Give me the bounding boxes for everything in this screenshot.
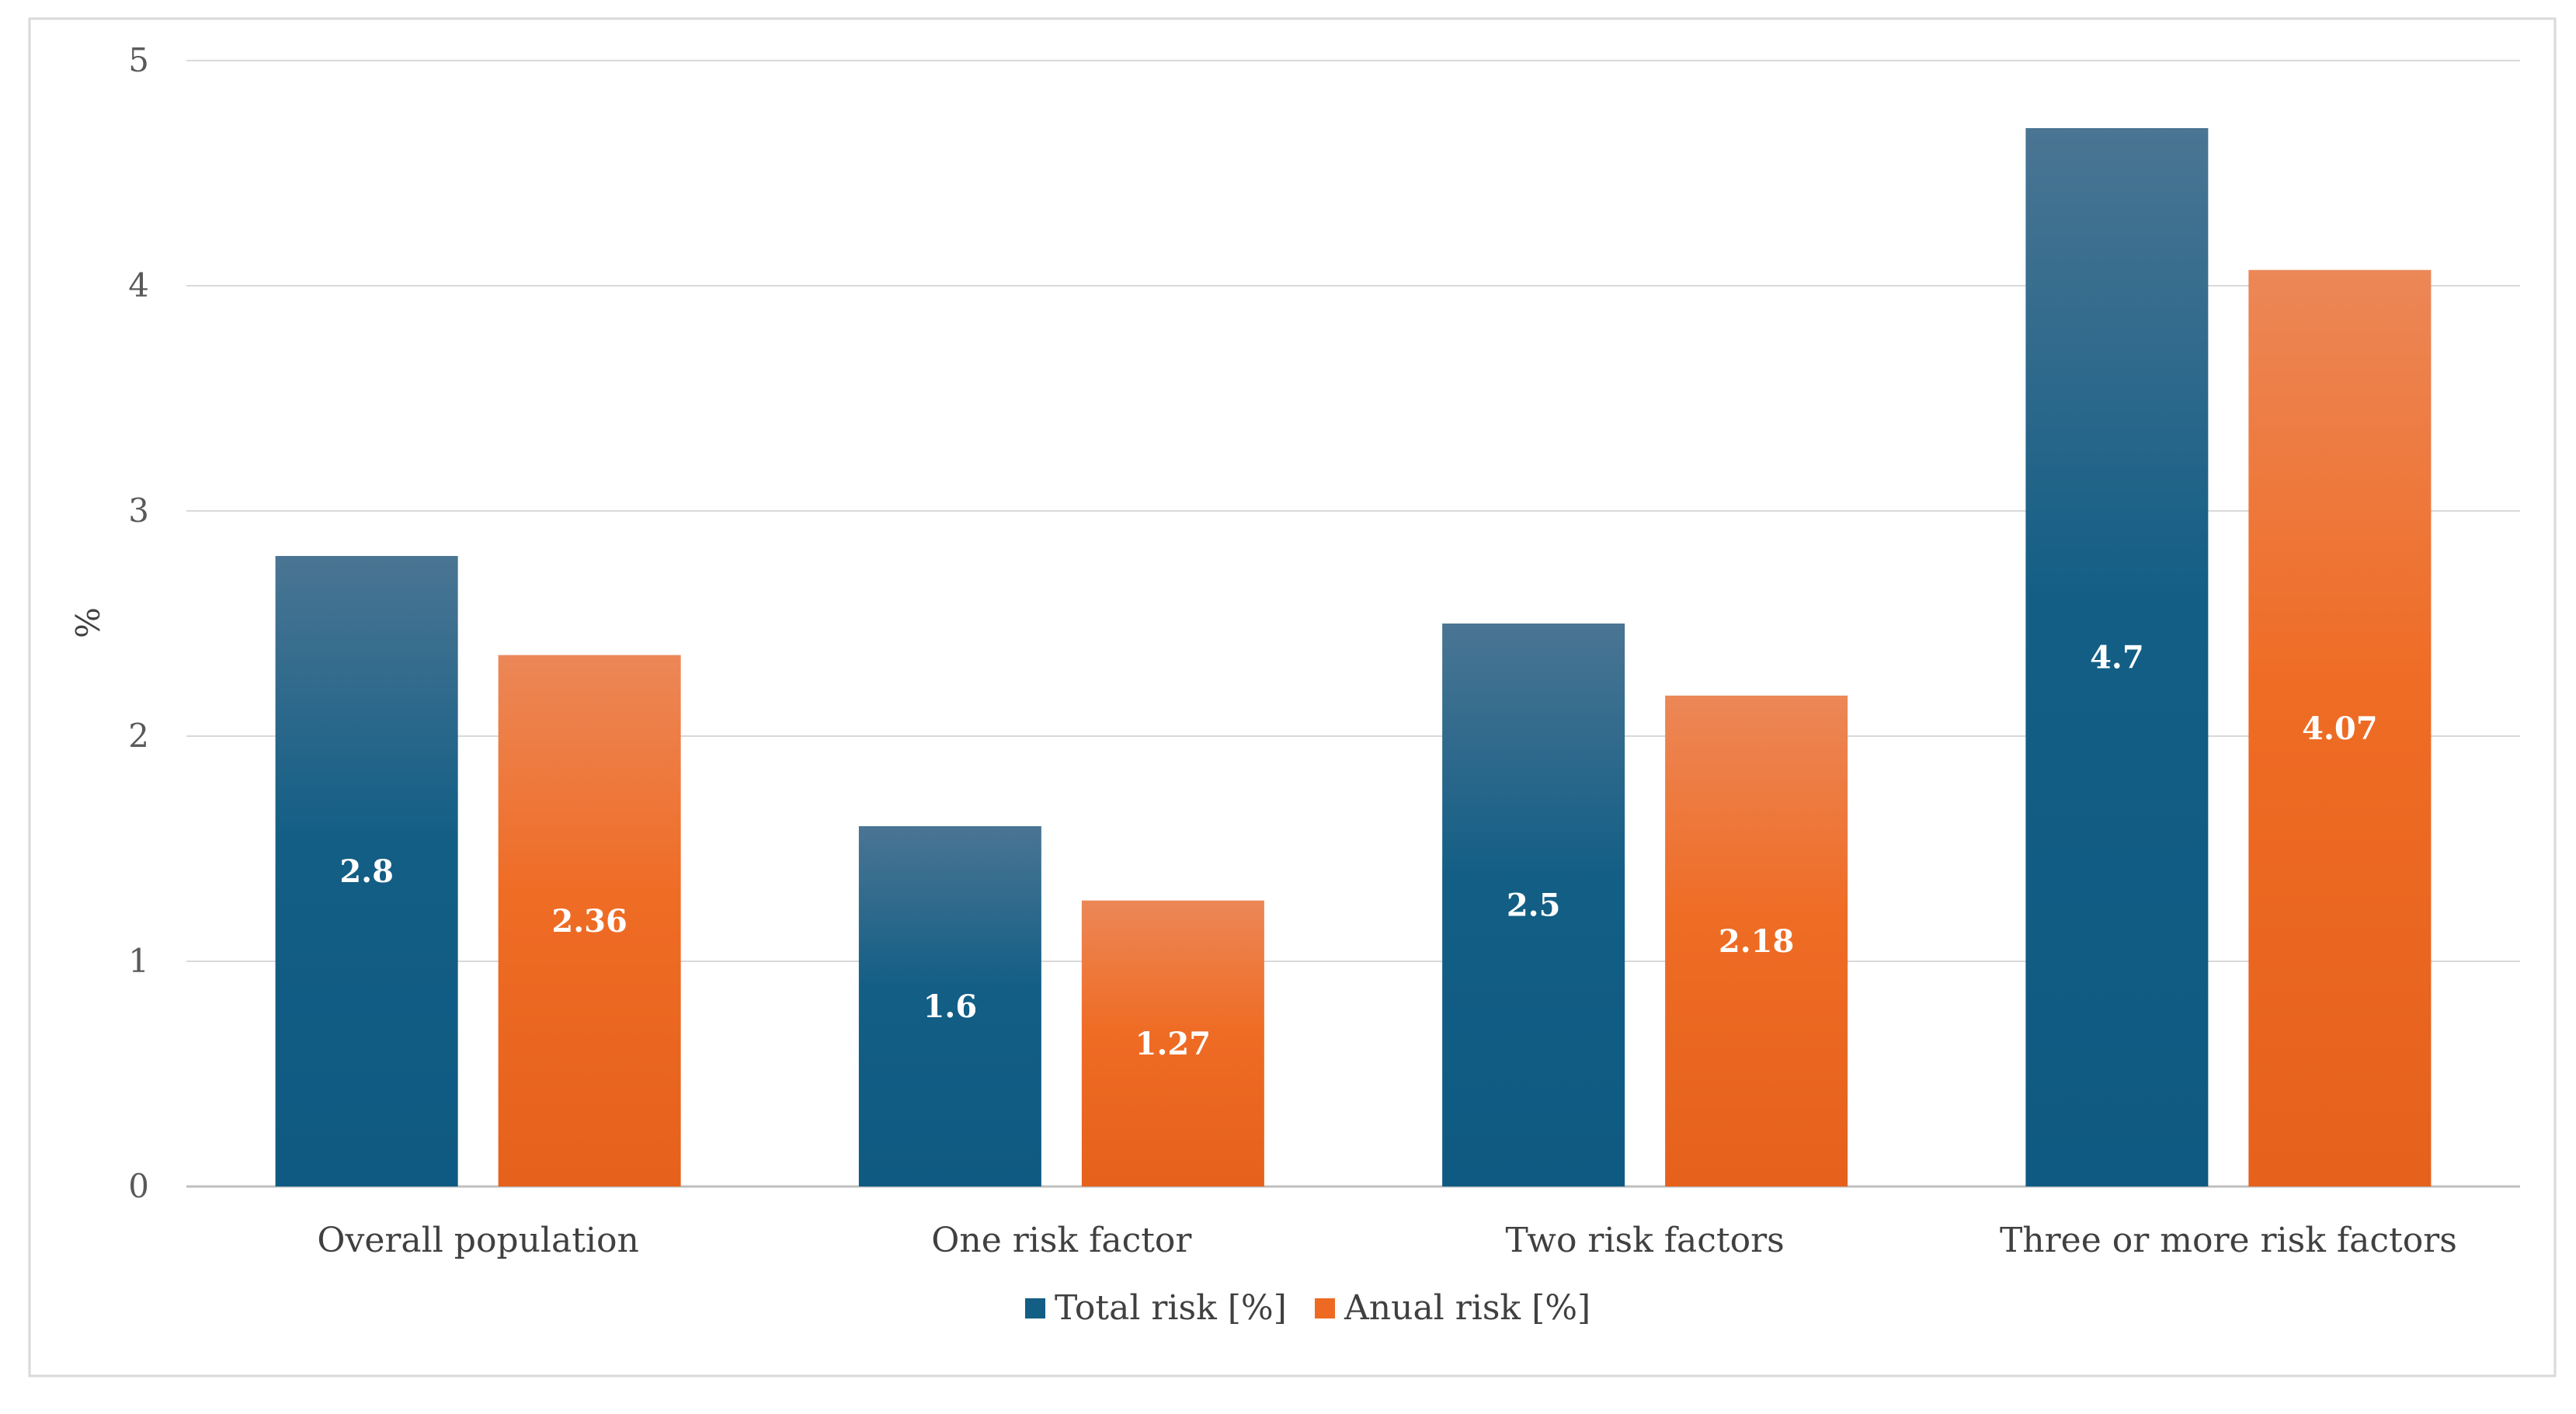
x-tick-label: Three or more risk factors bbox=[2000, 1221, 2457, 1260]
bar bbox=[275, 556, 458, 1186]
bar bbox=[858, 826, 1041, 1186]
y-tick-label: 1 bbox=[128, 942, 149, 980]
x-tick-label: Two risk factors bbox=[1506, 1221, 1785, 1260]
data-label: 2.8 bbox=[339, 853, 394, 890]
bar bbox=[1442, 624, 1625, 1186]
data-label: 4.7 bbox=[2090, 640, 2144, 676]
legend-swatch bbox=[1025, 1298, 1045, 1318]
y-tick-label: 4 bbox=[128, 266, 149, 304]
y-tick-label: 2 bbox=[128, 717, 149, 755]
x-tick-label: One risk factor bbox=[931, 1221, 1192, 1260]
bar bbox=[1081, 900, 1264, 1186]
y-axis-ticks: 0 1 2 3 4 5 bbox=[128, 41, 149, 1205]
legend: Total risk [%] Anual risk [%] bbox=[1025, 1288, 1590, 1328]
y-tick-label: 0 bbox=[128, 1167, 149, 1205]
y-tick-label: 5 bbox=[128, 41, 149, 79]
y-tick-label: 3 bbox=[128, 492, 149, 530]
legend-label: Anual risk [%] bbox=[1344, 1288, 1590, 1328]
data-label: 1.27 bbox=[1135, 1026, 1211, 1062]
data-label: 2.18 bbox=[1719, 923, 1794, 960]
data-label: 2.5 bbox=[1507, 888, 1561, 924]
data-label: 4.07 bbox=[2302, 710, 2377, 747]
bar bbox=[498, 655, 681, 1186]
x-tick-label: Overall population bbox=[317, 1221, 638, 1260]
legend-label: Total risk [%] bbox=[1055, 1288, 1287, 1328]
bars: 2.8 2.36 1.6 1.27 2.5 2.18 4.7 4.07 bbox=[275, 128, 2432, 1187]
bar bbox=[2248, 269, 2432, 1187]
y-axis-label: % bbox=[69, 607, 107, 638]
legend-swatch bbox=[1315, 1298, 1335, 1318]
x-axis-ticks: Overall population One risk factor Two ris… bbox=[317, 1221, 2456, 1260]
bar bbox=[2025, 128, 2209, 1186]
data-label: 2.36 bbox=[551, 903, 627, 940]
bar bbox=[1665, 695, 1848, 1186]
data-label: 1.6 bbox=[923, 988, 978, 1025]
